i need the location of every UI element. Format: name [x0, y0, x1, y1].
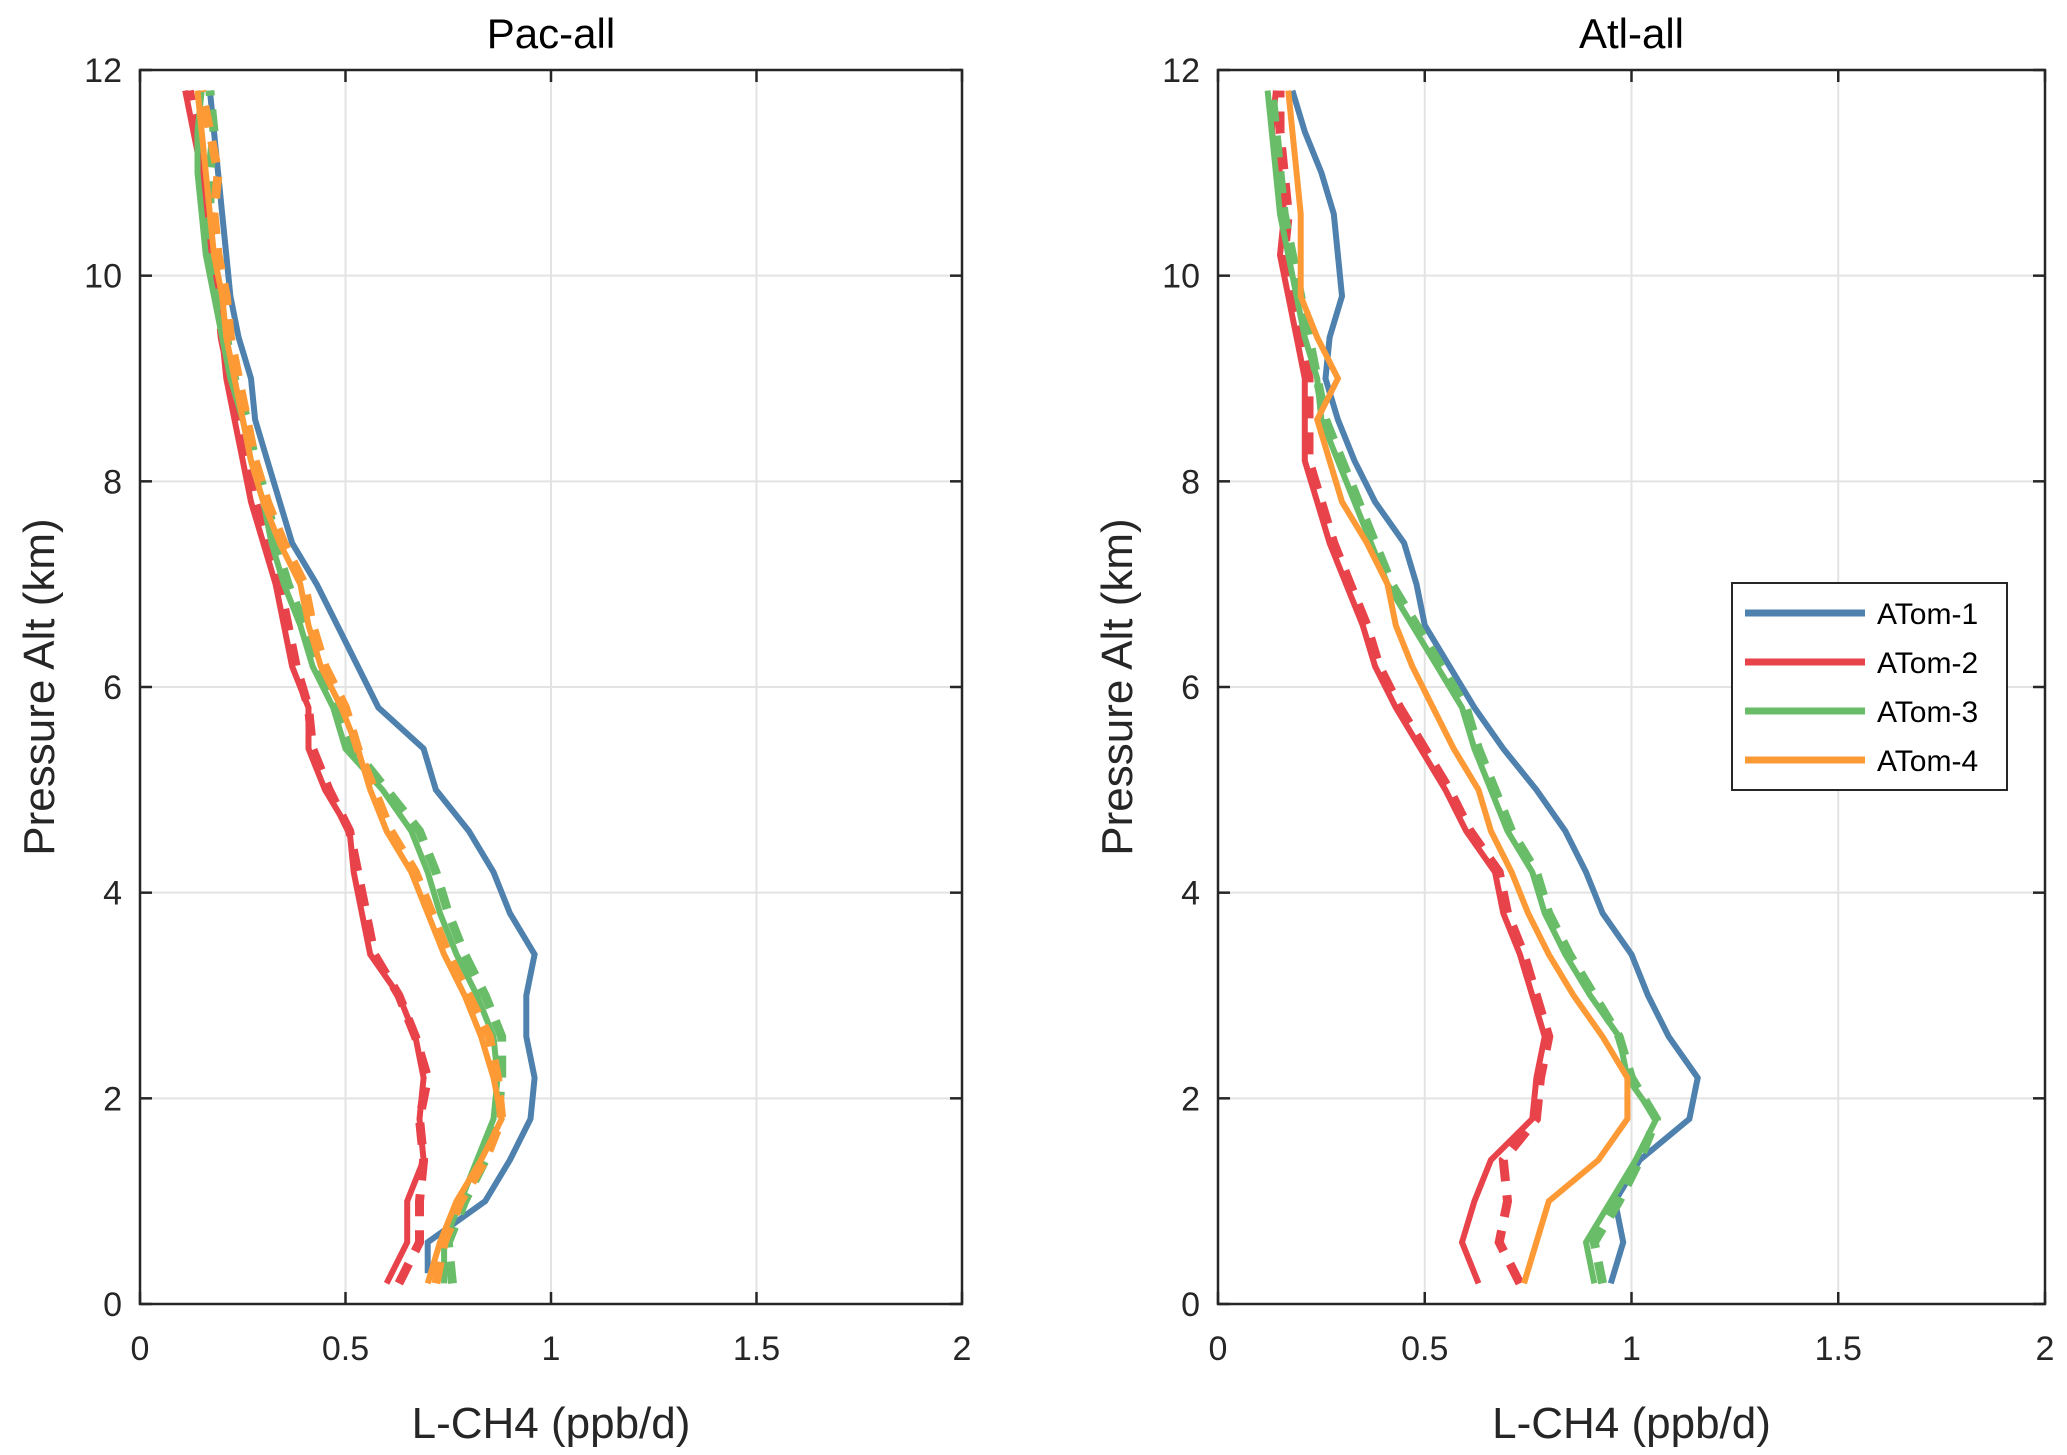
y-tick-label: 6	[1181, 669, 1200, 707]
series-line-atom-4-dashed	[197, 89, 507, 1285]
chart-title: Pac-all	[487, 10, 615, 57]
x-tick-label: 0.5	[1401, 1330, 1448, 1368]
panel-atl-all: 0 0.5 1 1.5 2 0 2 4 6 8 10 12 Atl-all L-CH4 (ppb/d) Pr…	[1093, 10, 2054, 1448]
legend-box	[1731, 582, 2008, 791]
series-line-atom-2-dashed	[1275, 90, 1554, 1286]
panel-pac-all: 0 0.5 1 1.5 2 0 2 4 6 8 10 12 Pac-all L-CH4 (ppb/d) Pr…	[15, 10, 971, 1448]
y-tick-label: 6	[103, 669, 122, 707]
legend-label-atom-1: ATom-1	[1877, 598, 1978, 631]
y-tick-label: 2	[103, 1080, 122, 1118]
x-tick-label: 2	[953, 1330, 972, 1368]
y-tick-label: 2	[1181, 1080, 1200, 1118]
series-line-atom-3-dashed	[205, 90, 507, 1284]
x-tick-label: 1.5	[733, 1330, 780, 1368]
y-tick-label: 0	[1181, 1286, 1200, 1324]
legend-label-atom-4: ATom-4	[1877, 745, 1978, 778]
y-tick-label: 4	[103, 875, 122, 913]
y-axis-label: Pressure Alt (km)	[1093, 518, 1142, 855]
legend-label-atom-3: ATom-3	[1877, 696, 1978, 729]
x-tick-label: 2	[2036, 1330, 2055, 1368]
y-tick-label: 10	[1162, 258, 1200, 296]
x-tick-label: 0	[1209, 1330, 1228, 1368]
series-line-atom-4	[1285, 90, 1631, 1285]
y-tick-label: 12	[84, 52, 122, 90]
y-tick-label: 8	[103, 463, 122, 501]
series-line-atom-2-dashed	[184, 89, 433, 1286]
y-axis-label: Pressure Alt (km)	[15, 518, 64, 855]
series-line-atom-1	[206, 90, 538, 1274]
x-tick-label: 0	[131, 1330, 150, 1368]
y-tick-label: 8	[1181, 463, 1200, 501]
x-axis-label: L-CH4 (ppb/d)	[1492, 1399, 1771, 1448]
y-tick-label: 0	[103, 1286, 122, 1324]
legend-label-atom-2: ATom-2	[1877, 647, 1978, 680]
x-tick-label: 1	[1622, 1330, 1641, 1368]
x-tick-label: 1.5	[1815, 1330, 1862, 1368]
legend: ATom-1 ATom-2 ATom-3 ATom-4	[1731, 582, 2008, 791]
x-tick-label: 0.5	[322, 1330, 369, 1368]
x-tick-label: 1	[542, 1330, 561, 1368]
x-axis-label: L-CH4 (ppb/d)	[412, 1399, 691, 1448]
series-line-atom-1	[1289, 89, 1701, 1285]
chart-title: Atl-all	[1579, 10, 1684, 57]
y-tick-label: 4	[1181, 875, 1200, 913]
y-tick-label: 12	[1162, 52, 1200, 90]
y-tick-label: 10	[84, 258, 122, 296]
